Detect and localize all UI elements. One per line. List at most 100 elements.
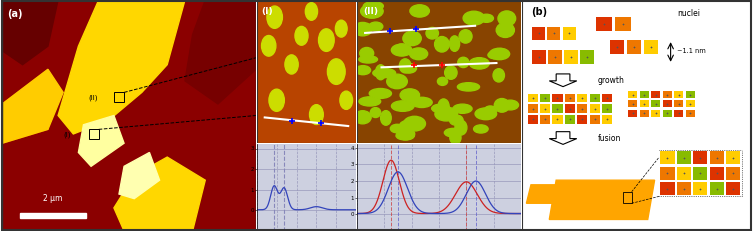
Ellipse shape — [474, 125, 488, 133]
Bar — [528, 94, 538, 102]
Polygon shape — [549, 180, 654, 219]
Circle shape — [261, 36, 276, 56]
Ellipse shape — [397, 128, 415, 140]
Ellipse shape — [494, 99, 510, 112]
Text: 2 μm: 2 μm — [44, 194, 62, 203]
Polygon shape — [119, 152, 160, 199]
Bar — [540, 104, 550, 113]
Circle shape — [319, 29, 334, 51]
Bar — [602, 94, 612, 102]
Bar — [651, 91, 660, 98]
Bar — [528, 115, 538, 124]
Bar — [553, 115, 562, 124]
Bar — [547, 27, 560, 40]
Polygon shape — [58, 0, 185, 134]
Polygon shape — [2, 69, 48, 143]
Ellipse shape — [361, 4, 383, 18]
Bar — [602, 115, 612, 124]
Circle shape — [269, 89, 285, 111]
Ellipse shape — [457, 83, 480, 91]
Ellipse shape — [445, 66, 457, 79]
Bar — [663, 100, 672, 107]
Ellipse shape — [455, 120, 467, 135]
Text: (I): (I) — [63, 131, 71, 138]
Ellipse shape — [410, 48, 428, 60]
Bar — [710, 151, 724, 164]
Ellipse shape — [392, 44, 412, 56]
Bar — [114, 92, 124, 102]
FancyArrow shape — [549, 132, 577, 144]
Text: nuclei: nuclei — [678, 9, 700, 18]
Ellipse shape — [463, 11, 485, 25]
FancyArrow shape — [549, 74, 577, 87]
Ellipse shape — [404, 116, 425, 131]
Ellipse shape — [450, 36, 459, 51]
Bar — [628, 100, 638, 107]
Ellipse shape — [354, 111, 371, 124]
Ellipse shape — [411, 97, 432, 107]
Ellipse shape — [403, 31, 421, 46]
Bar — [694, 182, 708, 195]
Ellipse shape — [400, 89, 419, 101]
Bar — [590, 104, 600, 113]
Bar — [660, 167, 675, 180]
Bar — [677, 151, 691, 164]
Bar — [640, 110, 649, 117]
Bar — [590, 115, 600, 124]
Bar — [628, 110, 638, 117]
Circle shape — [328, 59, 345, 84]
Bar — [581, 50, 594, 64]
Ellipse shape — [489, 48, 510, 60]
Bar — [685, 91, 695, 98]
Ellipse shape — [370, 108, 381, 118]
Ellipse shape — [444, 128, 462, 137]
Bar — [726, 151, 740, 164]
Bar — [532, 27, 545, 40]
Bar — [610, 40, 624, 54]
Circle shape — [267, 6, 282, 28]
Bar — [602, 104, 612, 113]
Bar — [674, 91, 683, 98]
Ellipse shape — [450, 131, 461, 144]
Bar — [674, 110, 683, 117]
Bar — [578, 104, 587, 113]
Ellipse shape — [435, 107, 458, 121]
Circle shape — [295, 26, 308, 45]
Bar — [694, 167, 708, 180]
Ellipse shape — [453, 104, 472, 113]
Bar — [677, 167, 691, 180]
Bar — [565, 115, 575, 124]
Circle shape — [309, 105, 323, 125]
Bar — [578, 115, 587, 124]
Polygon shape — [2, 0, 58, 65]
Bar — [685, 110, 695, 117]
Circle shape — [335, 20, 347, 37]
Bar — [528, 104, 538, 113]
Ellipse shape — [450, 115, 463, 125]
Bar — [565, 104, 575, 113]
Text: (II): (II) — [89, 94, 98, 101]
Bar — [640, 100, 649, 107]
Ellipse shape — [459, 30, 472, 43]
Ellipse shape — [494, 49, 508, 59]
Text: (b): (b) — [531, 7, 547, 17]
Bar — [677, 182, 691, 195]
Ellipse shape — [358, 56, 377, 63]
Bar — [596, 17, 612, 31]
Ellipse shape — [498, 11, 516, 26]
Circle shape — [305, 3, 318, 20]
Polygon shape — [2, 69, 63, 143]
Ellipse shape — [396, 131, 414, 140]
Ellipse shape — [380, 111, 392, 125]
Bar — [726, 167, 740, 180]
Bar — [20, 213, 86, 218]
Ellipse shape — [401, 64, 416, 73]
Bar — [651, 100, 660, 107]
Polygon shape — [78, 116, 124, 166]
Ellipse shape — [359, 97, 381, 106]
Bar — [590, 94, 600, 102]
Ellipse shape — [369, 88, 392, 98]
Bar — [710, 182, 724, 195]
Bar — [540, 115, 550, 124]
Bar — [553, 104, 562, 113]
